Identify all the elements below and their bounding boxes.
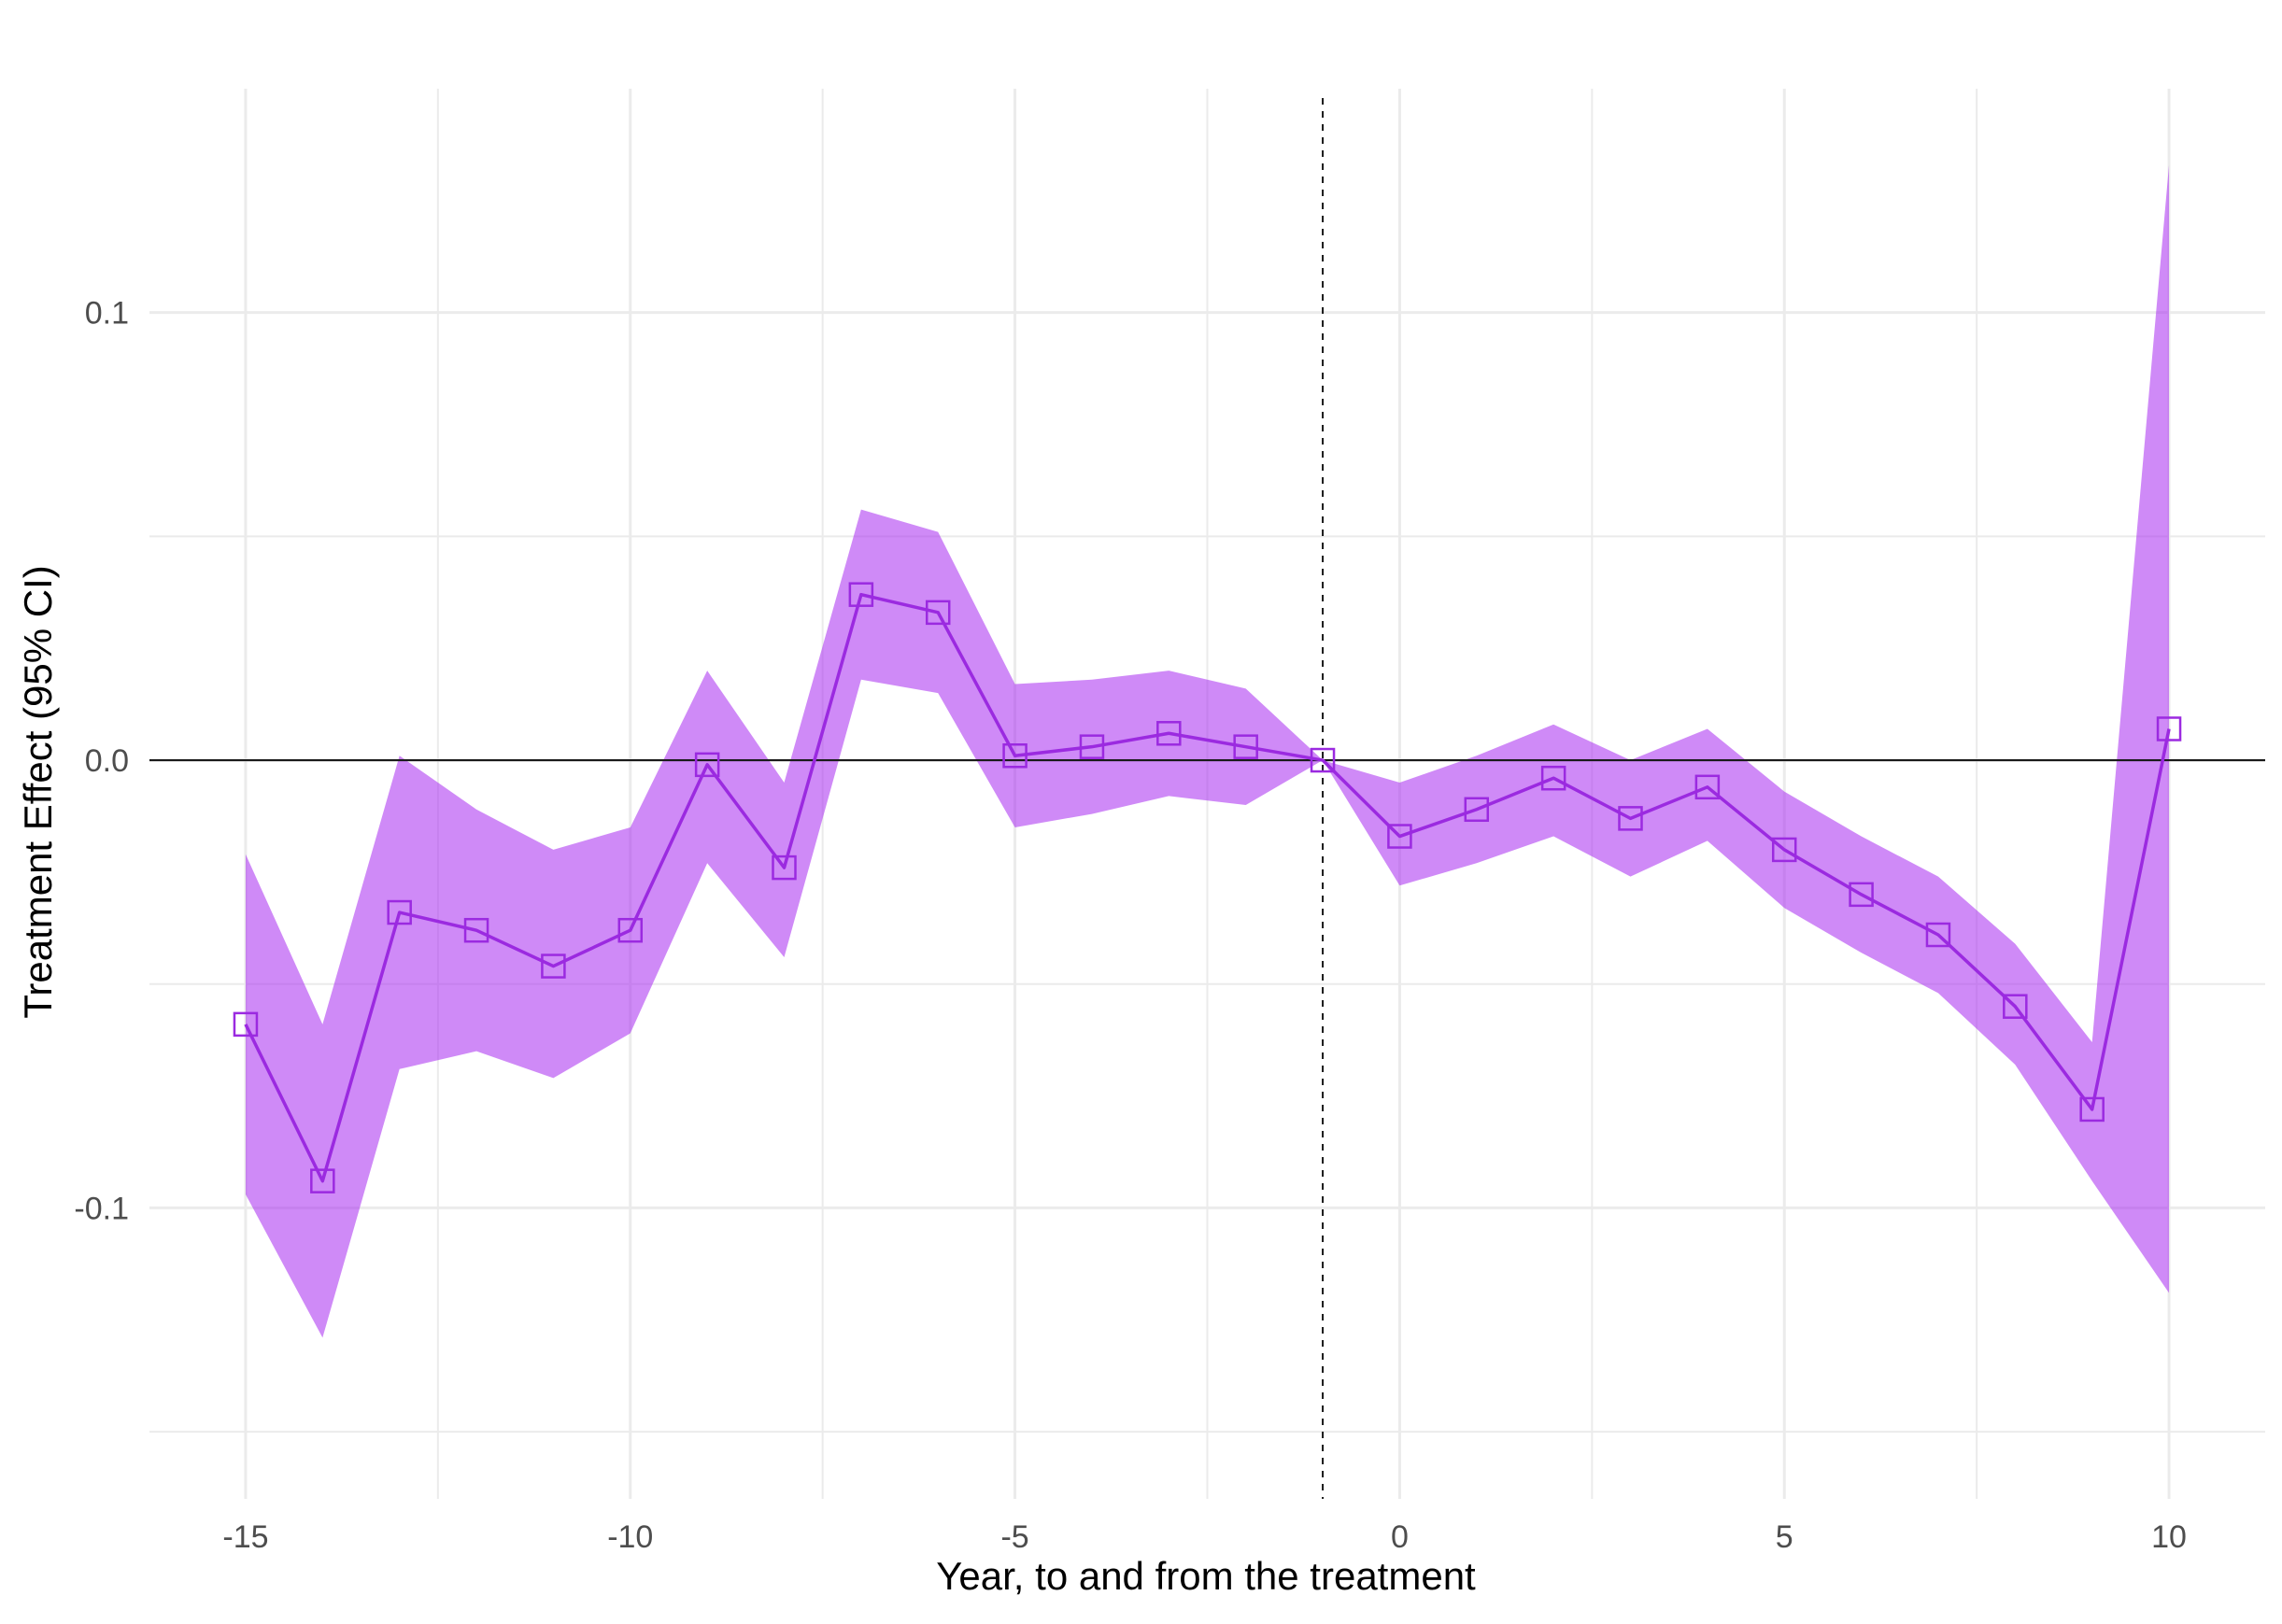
point-markers bbox=[233, 582, 2182, 1193]
data-point-marker bbox=[463, 917, 489, 943]
data-point-marker bbox=[617, 917, 644, 943]
data-point-marker bbox=[772, 854, 797, 881]
data-point-marker bbox=[2079, 1096, 2105, 1123]
data-point-marker bbox=[1849, 882, 1874, 908]
y-tick-label: 0.0 bbox=[85, 743, 129, 779]
x-tick-label: 10 bbox=[2151, 1519, 2187, 1555]
data-point-marker bbox=[848, 582, 874, 607]
y-tick-label: 0.1 bbox=[85, 296, 129, 332]
data-point-marker bbox=[1618, 806, 1643, 831]
confidence-band bbox=[245, 164, 2170, 1338]
data-point-marker bbox=[233, 1011, 259, 1038]
data-point-marker bbox=[1540, 765, 1566, 791]
data-point-marker bbox=[387, 899, 412, 925]
y-axis-tick-labels: -0.1 0.0 0.1 bbox=[74, 296, 129, 1227]
data-point-marker bbox=[1156, 721, 1182, 746]
data-point-marker bbox=[541, 953, 566, 979]
data-point-marker bbox=[1387, 824, 1412, 849]
data-point-marker bbox=[1310, 747, 1336, 773]
x-axis-title: Year, to and from the treatment bbox=[936, 1554, 1476, 1598]
x-tick-label: 0 bbox=[1391, 1519, 1409, 1555]
confidence-band-layer bbox=[245, 164, 2170, 1338]
data-point-marker bbox=[2156, 716, 2182, 741]
y-axis-title: Treatment Effect (95% CI) bbox=[16, 565, 60, 1019]
x-axis-tick-labels: -15 -10 -5 0 5 10 bbox=[222, 1519, 2187, 1555]
data-point-marker bbox=[925, 600, 951, 626]
reference-lines bbox=[149, 98, 2265, 1499]
data-point-marker bbox=[1233, 734, 1258, 759]
data-point-marker bbox=[2003, 994, 2028, 1019]
x-tick-label: -5 bbox=[1000, 1519, 1028, 1555]
data-point-marker bbox=[1771, 837, 1797, 863]
data-point-marker bbox=[1079, 734, 1105, 759]
data-point-marker bbox=[694, 752, 720, 778]
x-tick-label: -15 bbox=[222, 1519, 268, 1555]
data-point-marker bbox=[1694, 774, 1721, 800]
data-point-marker bbox=[1464, 797, 1490, 823]
data-point-marker bbox=[310, 1168, 335, 1193]
estimate-line bbox=[244, 592, 2171, 1183]
x-tick-label: 5 bbox=[1776, 1519, 1793, 1555]
y-tick-label: -0.1 bbox=[74, 1191, 129, 1226]
x-tick-label: -10 bbox=[607, 1519, 653, 1555]
data-point-marker bbox=[1002, 743, 1028, 769]
data-point-marker bbox=[1925, 922, 1951, 948]
estimate-line-layer bbox=[244, 592, 2171, 1183]
